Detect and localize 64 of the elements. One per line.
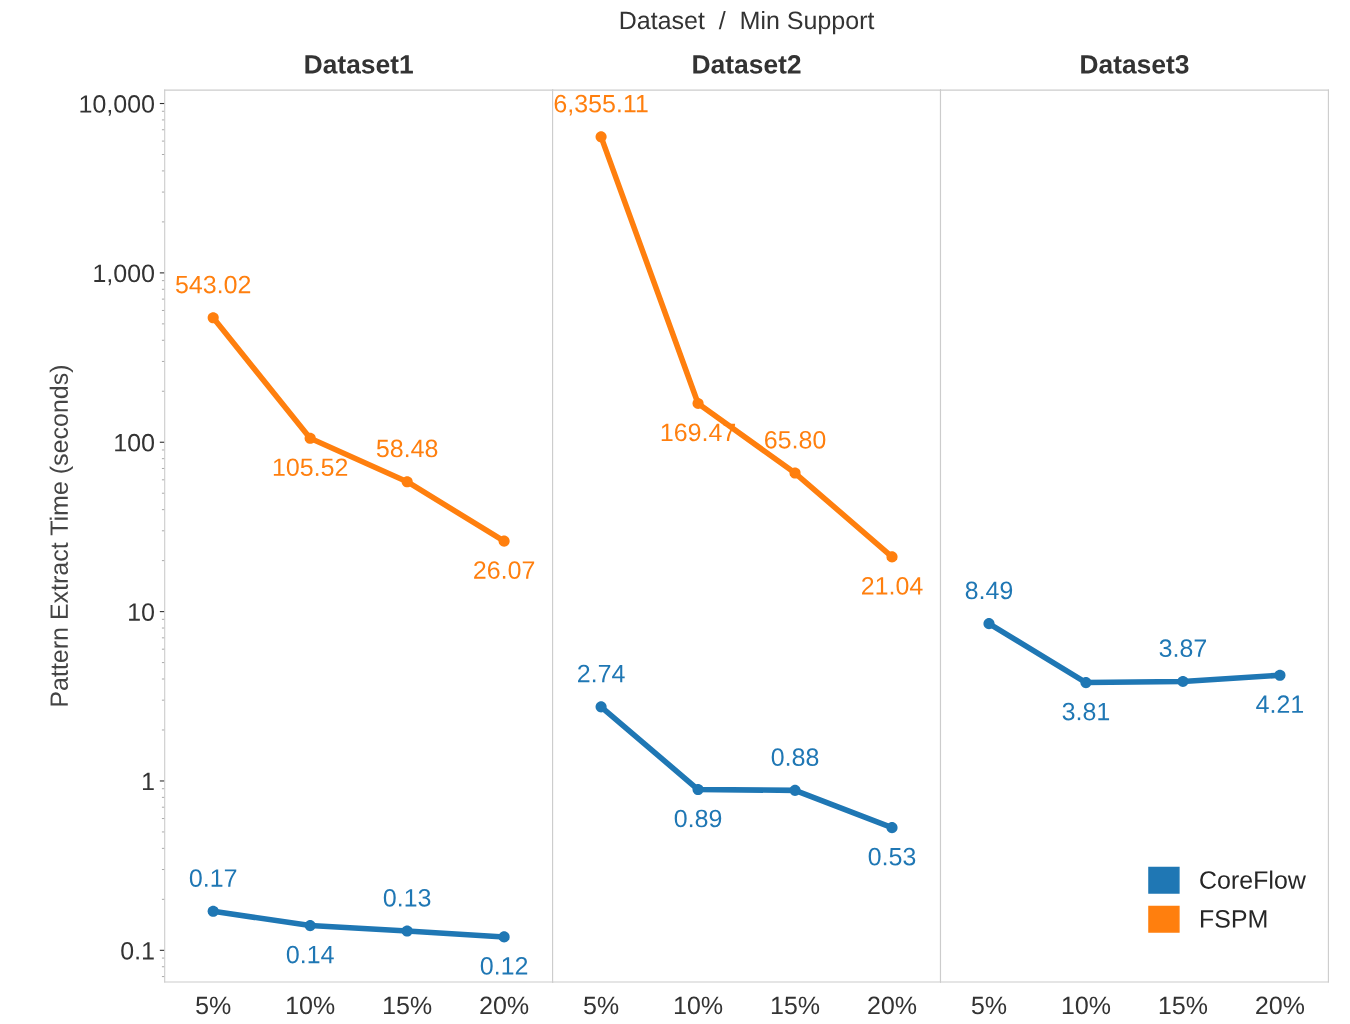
x-tick-label: 5% xyxy=(971,996,1007,1015)
chart-title: Dataset1 xyxy=(305,55,413,74)
data-label: 3.87 xyxy=(1159,639,1207,658)
point xyxy=(498,931,510,943)
point xyxy=(1274,669,1286,681)
y-tick-label: 1,000 xyxy=(94,264,155,286)
data-label: 0.12 xyxy=(480,957,528,975)
data-label: 6,355.11 xyxy=(554,94,648,116)
x-tick-label: 10% xyxy=(674,996,723,1015)
chart-title: Dataset3 xyxy=(1081,55,1189,74)
x-tick-label: 5% xyxy=(196,996,231,1015)
point xyxy=(595,701,607,713)
data-label: 0.14 xyxy=(286,945,334,964)
y-tick-label: 10 xyxy=(129,603,154,621)
data-label: 21.04 xyxy=(861,577,923,595)
y-tick-label: 100 xyxy=(115,433,154,452)
x-tick-label: 10% xyxy=(1062,996,1111,1015)
data-label: 0.88 xyxy=(771,748,819,766)
point xyxy=(1177,675,1189,687)
point xyxy=(692,397,704,409)
data-label: 0.53 xyxy=(868,847,916,866)
data-label: 0.89 xyxy=(674,809,722,828)
data-label: 0.17 xyxy=(189,869,237,887)
point xyxy=(207,312,219,324)
x-tick-label: 15% xyxy=(771,996,820,1015)
x-tick-label: 20% xyxy=(480,996,529,1015)
point xyxy=(1080,677,1092,689)
x-tick-label: 15% xyxy=(384,996,432,1015)
data-label: 4.21 xyxy=(1256,695,1304,713)
point xyxy=(304,432,316,444)
point xyxy=(983,618,995,630)
point xyxy=(207,905,219,917)
x-tick-label: 20% xyxy=(868,996,917,1015)
data-label: 3.81 xyxy=(1062,702,1110,721)
chart-title: Dataset2 xyxy=(693,55,801,74)
y-tick-label: 10,000 xyxy=(80,95,155,116)
y-tick-label: 0.1 xyxy=(121,941,154,960)
data-label: 0.13 xyxy=(383,888,431,907)
point xyxy=(401,925,413,937)
data-label: 105.52 xyxy=(273,458,348,477)
point xyxy=(304,920,316,932)
legend-label: FSPM xyxy=(1200,910,1267,928)
x-tick-label: 15% xyxy=(1159,996,1208,1015)
data-label: 2.74 xyxy=(578,664,625,683)
data-label: 58.48 xyxy=(376,439,438,458)
x-tick-label: 5% xyxy=(584,996,619,1015)
point xyxy=(886,551,898,563)
point xyxy=(692,783,704,796)
point xyxy=(595,131,607,143)
y-tick-label: 1 xyxy=(142,772,154,791)
text: Dataset / Min Support xyxy=(620,10,875,35)
x-tick-label: 10% xyxy=(287,996,335,1015)
data-label: 65.80 xyxy=(765,430,826,449)
data-label: 26.07 xyxy=(474,561,535,579)
point xyxy=(789,784,801,796)
legend-label: CoreFlow xyxy=(1200,870,1306,889)
data-label: 543.02 xyxy=(175,275,251,294)
point xyxy=(401,476,413,488)
data-label: 8.49 xyxy=(965,581,1013,600)
point xyxy=(789,467,801,479)
point xyxy=(498,535,510,547)
point xyxy=(886,822,898,834)
y-axis-title: Pattern Extract Time (seconds) xyxy=(49,366,73,706)
x-tick-label: 20% xyxy=(1256,996,1305,1015)
